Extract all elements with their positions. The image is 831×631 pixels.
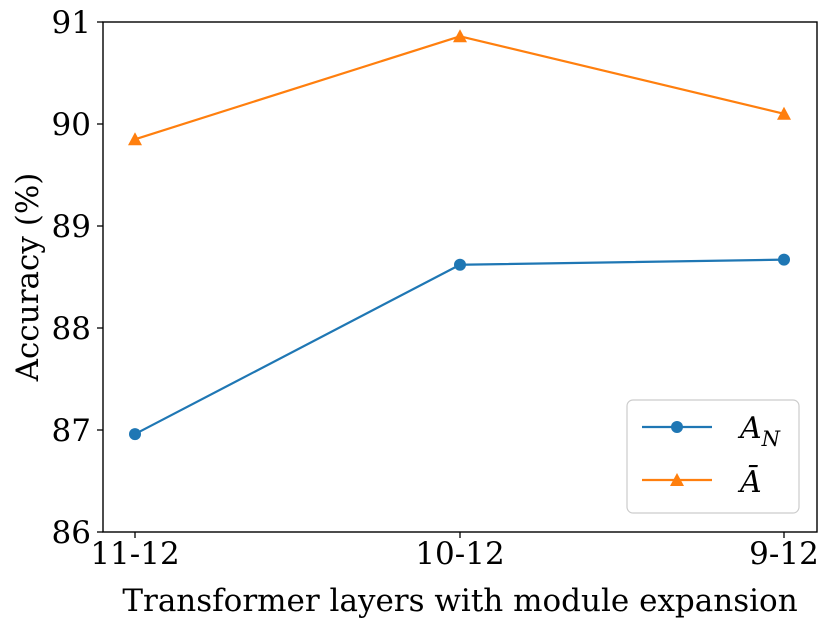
data-point-a-n xyxy=(129,428,141,441)
y-axis: 86 87 88 89 90 91 xyxy=(52,5,103,551)
data-point-a-bar xyxy=(453,29,467,43)
x-axis: 11-12 10-12 9-12 xyxy=(90,532,819,572)
data-point-a-bar xyxy=(128,132,142,146)
y-axis-label: Accuracy (%) xyxy=(10,173,46,383)
legend-marker-a-n xyxy=(671,421,683,433)
legend-marker-a-bar xyxy=(670,473,684,486)
y-tick-label: 88 xyxy=(52,311,91,347)
data-point-a-n xyxy=(778,253,790,266)
legend-label-a-bar: Ā xyxy=(737,465,762,500)
legend-label-a-n-subscript: N xyxy=(761,427,781,451)
x-tick-label: 10-12 xyxy=(415,536,504,572)
y-tick-label: 89 xyxy=(52,209,91,245)
x-axis-label: Transformer layers with module expansion xyxy=(122,583,797,619)
legend-label-a-n-main: A xyxy=(737,411,762,446)
legend-box xyxy=(626,399,800,514)
legend-label-a-n: AN xyxy=(737,411,781,451)
x-tick-label: 9-12 xyxy=(749,536,819,572)
legend: AN Ā xyxy=(626,399,800,514)
data-point-a-bar xyxy=(777,106,791,120)
series-layer xyxy=(128,29,791,441)
y-tick-label: 86 xyxy=(52,515,91,551)
x-tick-label: 11-12 xyxy=(90,536,179,572)
data-point-a-n xyxy=(454,258,466,271)
y-tick-label: 87 xyxy=(52,413,91,449)
y-tick-label: 90 xyxy=(52,107,91,143)
y-tick-label: 91 xyxy=(52,5,91,41)
